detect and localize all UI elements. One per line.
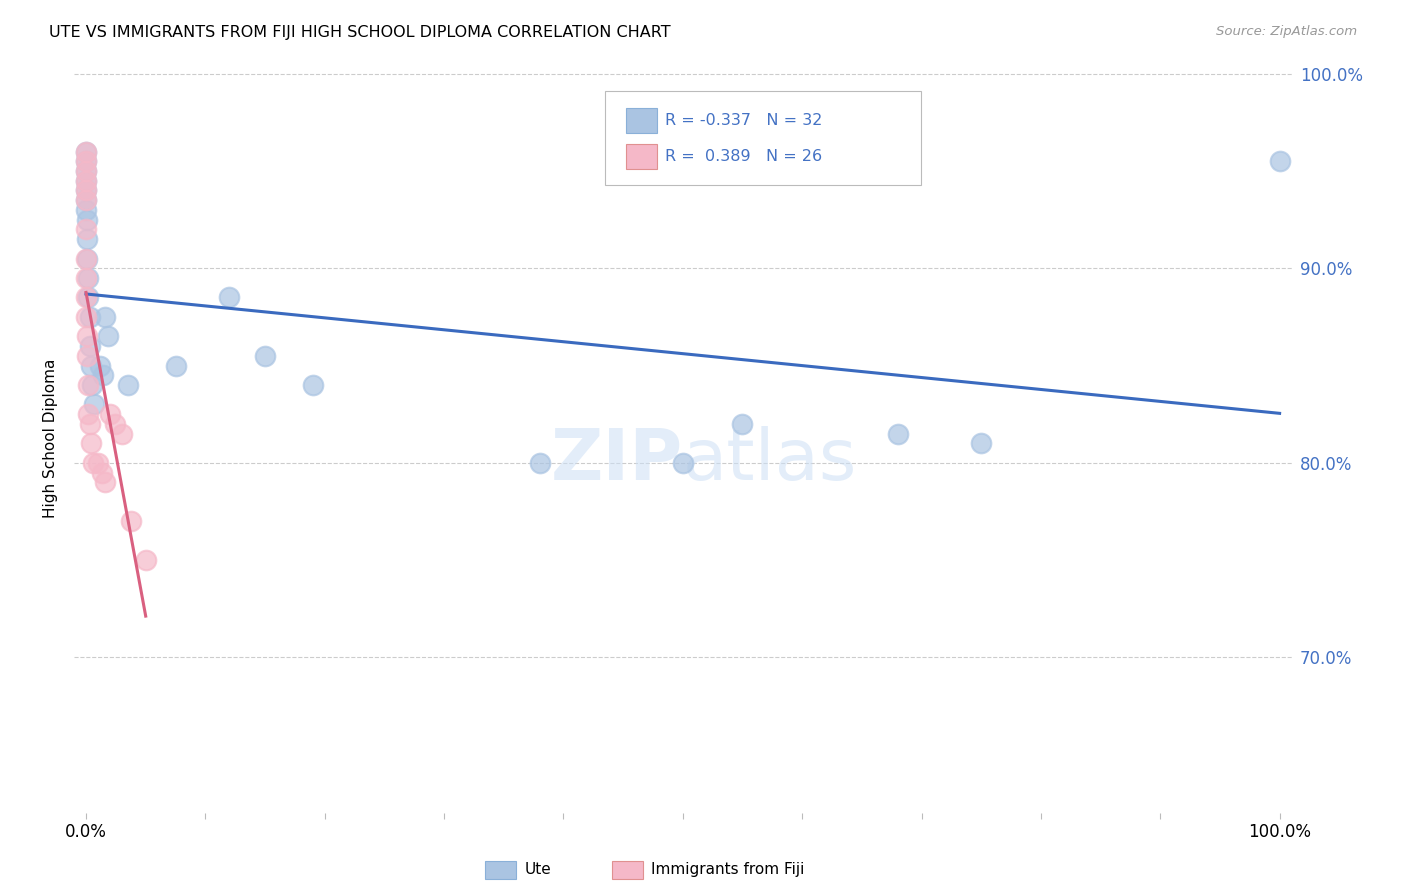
Point	[75, 154, 97, 169]
Point	[80, 436, 103, 450]
Text: R = -0.337   N = 32: R = -0.337 N = 32	[665, 113, 823, 128]
Point	[75, 184, 97, 198]
Point	[731, 417, 754, 431]
Point	[75, 193, 97, 207]
Point	[218, 290, 240, 304]
Text: R =  0.389   N = 26: R = 0.389 N = 26	[665, 149, 823, 163]
Point	[75, 202, 97, 217]
Point	[120, 514, 142, 528]
Point	[75, 184, 97, 198]
Point	[117, 378, 139, 392]
Point	[76, 232, 98, 246]
Point	[80, 359, 103, 373]
Point	[87, 456, 110, 470]
Point	[77, 290, 100, 304]
Point	[672, 456, 695, 470]
Point	[75, 154, 97, 169]
Point	[301, 378, 323, 392]
Point	[76, 212, 98, 227]
Point	[165, 359, 187, 373]
Point	[98, 407, 121, 421]
Text: Source: ZipAtlas.com: Source: ZipAtlas.com	[1216, 25, 1357, 38]
Point	[77, 271, 100, 285]
Point	[75, 252, 97, 266]
Point	[111, 426, 134, 441]
Point	[94, 310, 117, 324]
Point	[82, 456, 104, 470]
Point	[886, 426, 908, 441]
Point	[96, 329, 118, 343]
Point	[75, 290, 97, 304]
Point	[94, 475, 117, 490]
Point	[76, 329, 98, 343]
Point	[91, 368, 114, 383]
Point	[75, 164, 97, 178]
Point	[970, 436, 993, 450]
Point	[75, 193, 97, 207]
Text: atlas: atlas	[683, 426, 858, 495]
Point	[80, 378, 103, 392]
Y-axis label: High School Diploma: High School Diploma	[44, 359, 58, 518]
Point	[83, 397, 105, 411]
Point	[79, 339, 101, 353]
Point	[75, 174, 97, 188]
Point	[75, 310, 97, 324]
Text: Immigrants from Fiji: Immigrants from Fiji	[651, 863, 804, 877]
Point	[1268, 154, 1291, 169]
Point	[75, 271, 97, 285]
Point	[77, 378, 100, 392]
Text: ZIP: ZIP	[551, 426, 683, 495]
Point	[79, 310, 101, 324]
Point	[79, 417, 101, 431]
Point	[76, 349, 98, 363]
Point	[75, 164, 97, 178]
Point	[76, 252, 98, 266]
Point	[75, 145, 97, 159]
Point	[104, 417, 127, 431]
Point	[529, 456, 551, 470]
Point	[254, 349, 277, 363]
Point	[135, 553, 157, 567]
Text: Ute: Ute	[524, 863, 551, 877]
Point	[75, 145, 97, 159]
Point	[77, 407, 100, 421]
Point	[75, 174, 97, 188]
Point	[89, 359, 111, 373]
Point	[75, 222, 97, 236]
Text: UTE VS IMMIGRANTS FROM FIJI HIGH SCHOOL DIPLOMA CORRELATION CHART: UTE VS IMMIGRANTS FROM FIJI HIGH SCHOOL …	[49, 25, 671, 40]
Point	[90, 466, 112, 480]
